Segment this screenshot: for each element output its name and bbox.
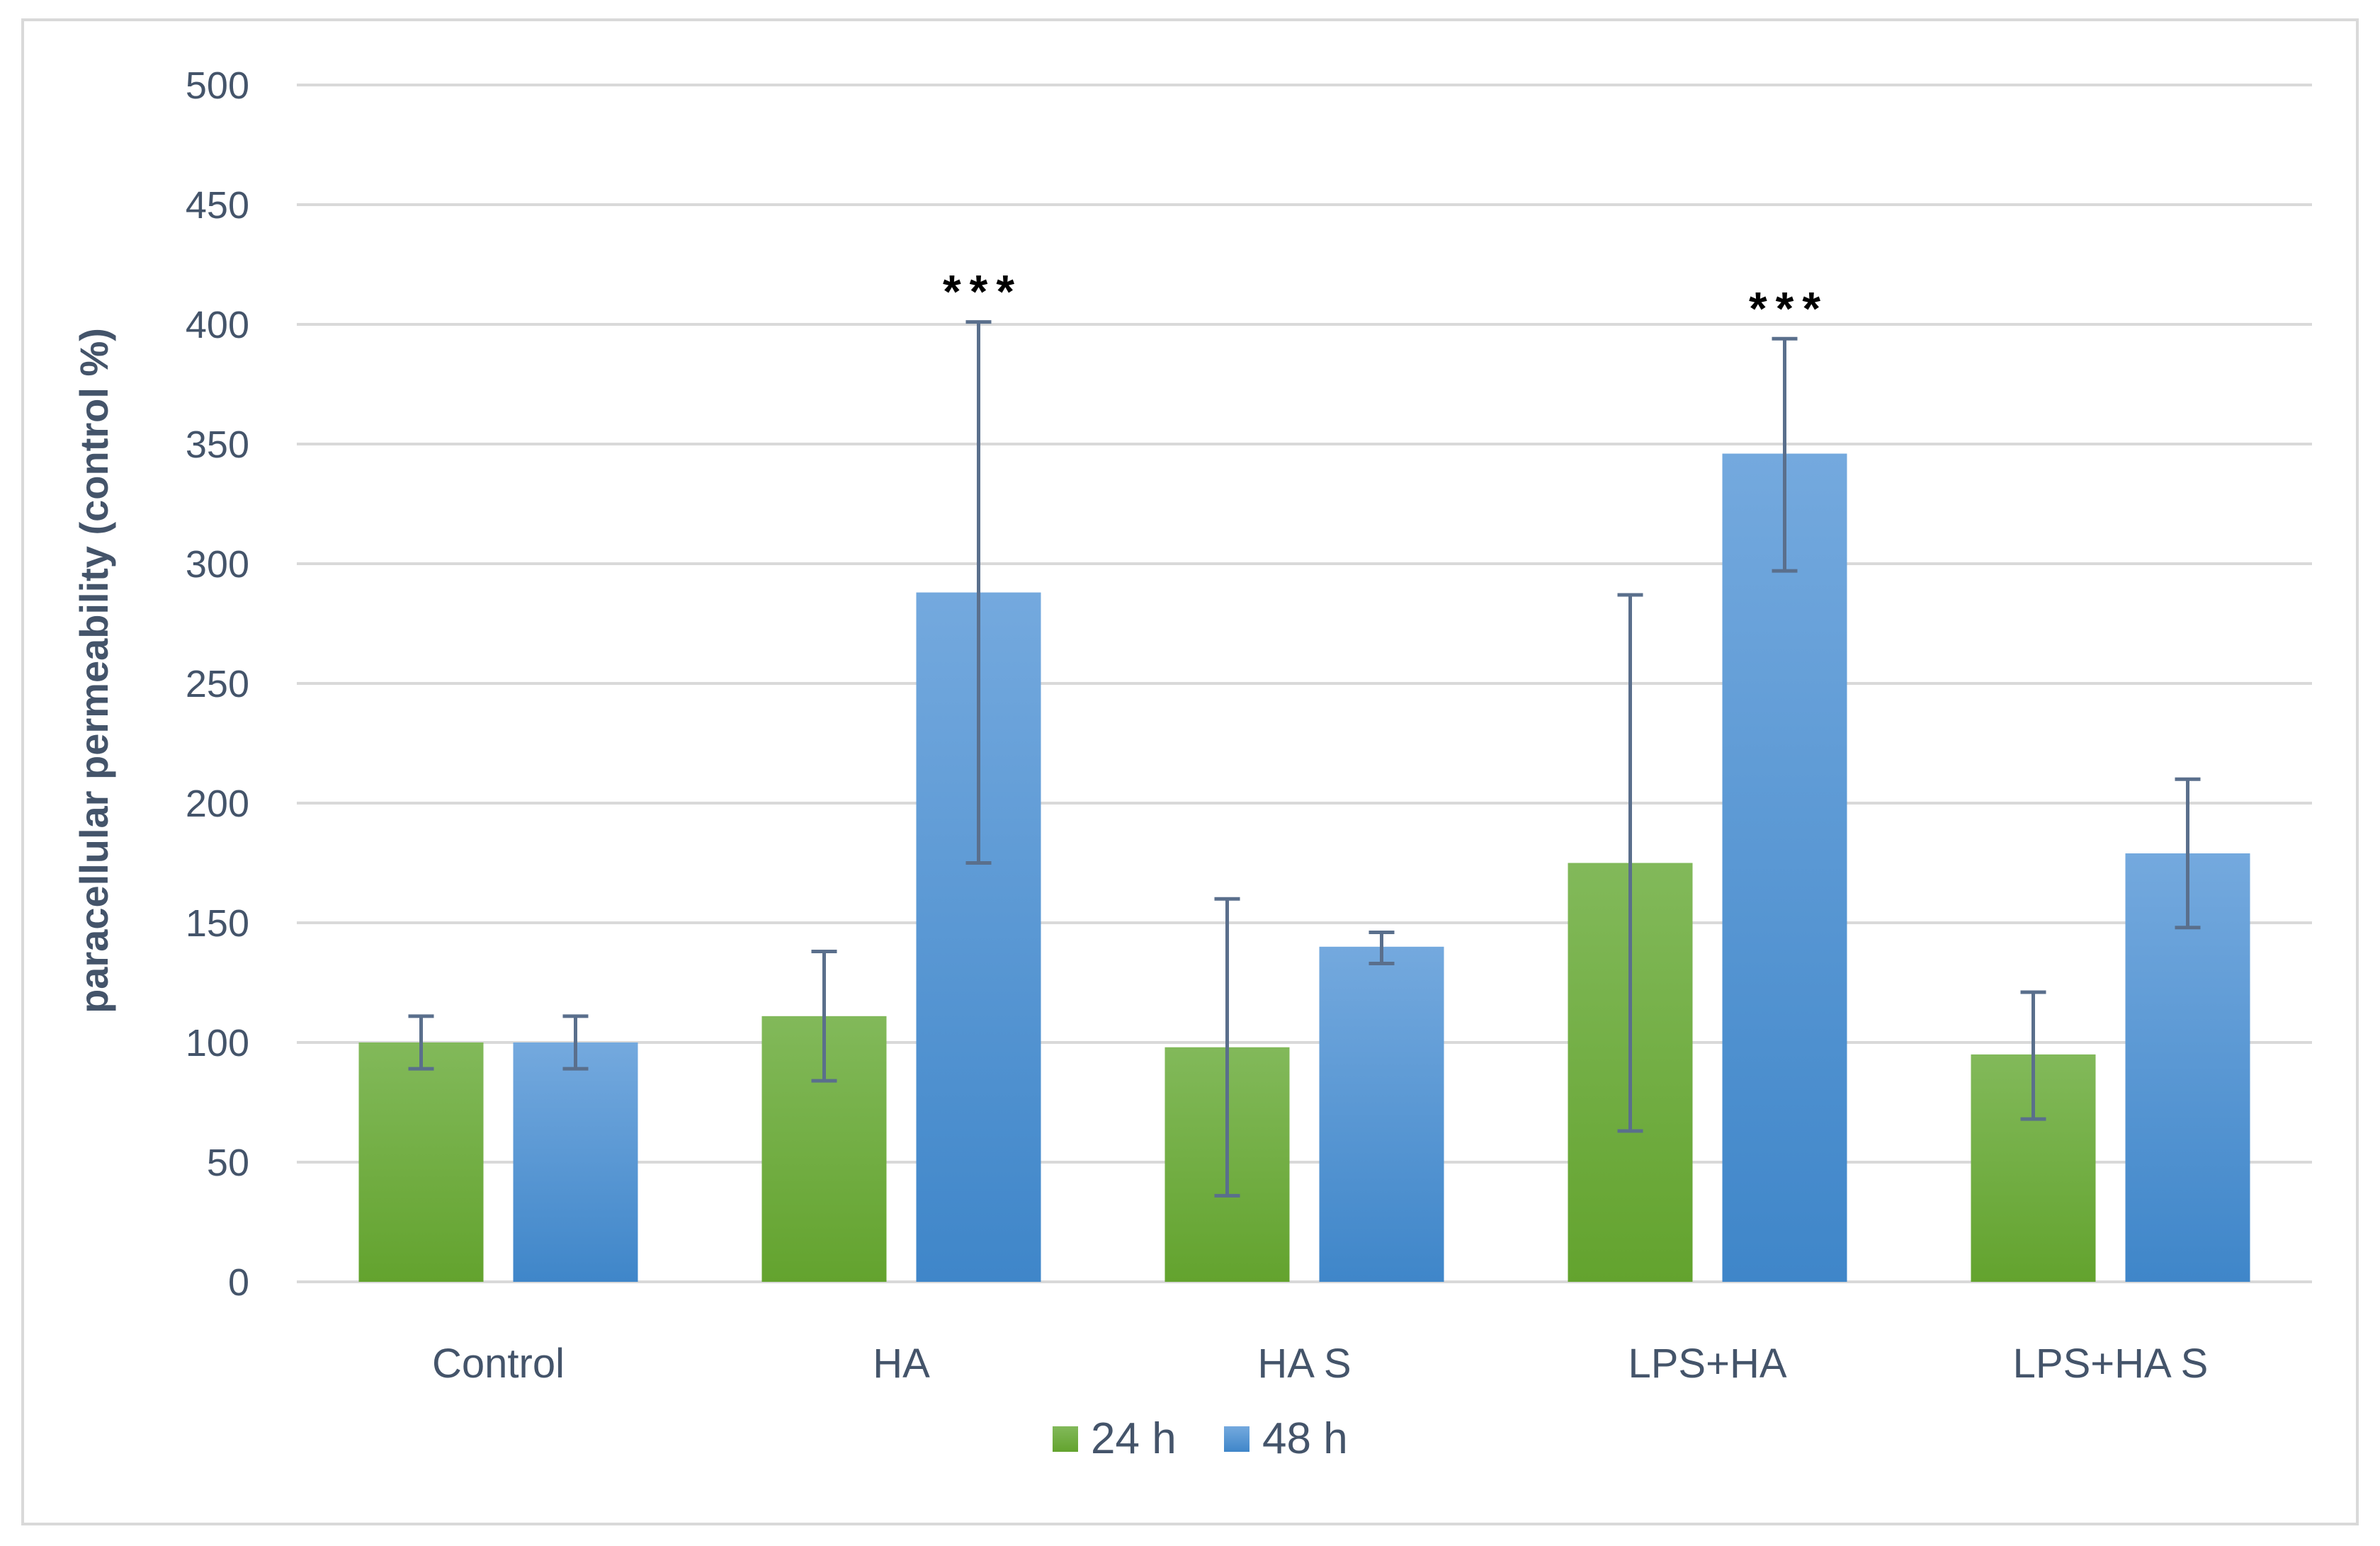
bar-48h-ha-s (1319, 946, 1444, 1282)
category-label: Control (432, 1341, 565, 1387)
y-tick-label: 250 (186, 663, 249, 705)
y-axis-label: paracellular permeability (control %) (72, 328, 116, 1013)
significance-markers: *** *** (943, 266, 1829, 335)
bar-48h-control (513, 1042, 638, 1282)
legend-label: 48 h (1262, 1414, 1348, 1463)
category-label: LPS+HA (1628, 1341, 1786, 1387)
y-tick-label: 50 (207, 1142, 249, 1184)
category-label: HA (873, 1341, 930, 1387)
category-label: HA S (1257, 1341, 1351, 1387)
chart-frame: 0 50 100 150 200 250 300 350 400 450 500 *** *** Co… (21, 18, 2359, 1525)
y-tick-label: 300 (186, 543, 249, 586)
y-tick-label: 450 (186, 184, 249, 227)
y-tick-label: 350 (186, 424, 249, 466)
legend-label: 24 h (1091, 1414, 1177, 1463)
bar-48h-lps-ha (1722, 453, 1847, 1282)
y-tick-label: 0 (228, 1261, 249, 1304)
y-axis-ticks: 0 50 100 150 200 250 300 350 400 450 500 (186, 64, 249, 1304)
x-axis-categories: Control HA HA S LPS+HA LPS+HA S (432, 1341, 2208, 1387)
y-tick-label: 150 (186, 902, 249, 945)
error-bars (408, 320, 2201, 1198)
y-tick-label: 100 (186, 1022, 249, 1064)
y-tick-label: 400 (186, 304, 249, 346)
bar-chart: 0 50 100 150 200 250 300 350 400 450 500 *** *** Co… (72, 64, 2312, 1463)
y-tick-label: 200 (186, 783, 249, 825)
significance-marker: *** (1749, 282, 1829, 334)
legend-swatch (1053, 1426, 1078, 1452)
legend: 24 h 48 h (1053, 1414, 1348, 1463)
y-tick-label: 500 (186, 64, 249, 107)
significance-marker: *** (943, 266, 1023, 318)
category-label: LPS+HA S (2013, 1341, 2209, 1387)
bar-24h-control (358, 1042, 484, 1282)
legend-swatch (1224, 1426, 1250, 1452)
bars (358, 453, 2250, 1282)
